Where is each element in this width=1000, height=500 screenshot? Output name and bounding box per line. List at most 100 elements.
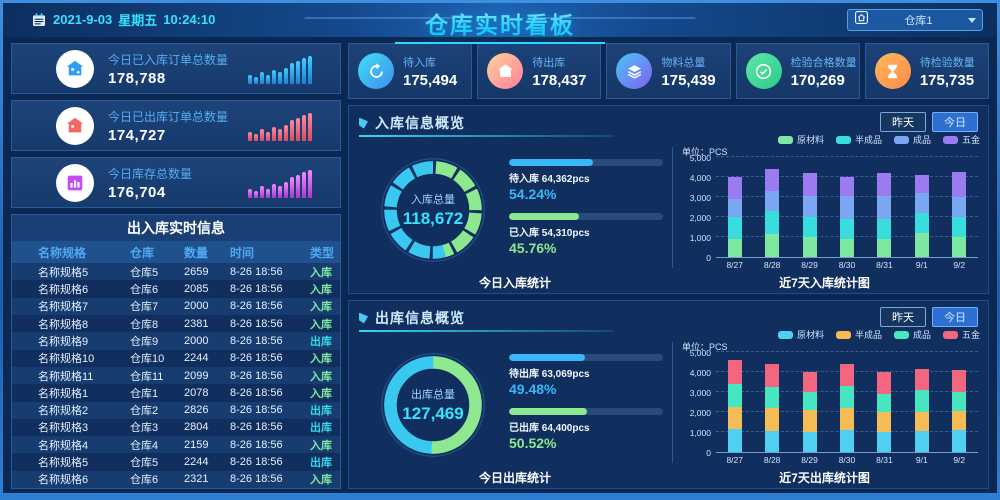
kpi-value: 175,735 [919,71,975,89]
progress-label: 已入库 54,310pcs [509,228,590,240]
progress-bar: 待出库 63,069pcs 49.48% [509,353,663,397]
x-tick-label: 8/30 [838,455,856,465]
stacked-bar [727,177,742,257]
table-row: 名称规格6 仓库6 2321 8-26 18:56 入库 [12,470,340,488]
cell-warehouse: 仓库11 [130,370,164,383]
legend-item: 原材料 [777,328,824,341]
table-row: 名称规格6 仓库6 2085 8-26 18:56 入库 [12,280,340,298]
table-title: 出入库实时信息 [12,215,340,241]
cell-time: 8-26 18:56 [230,456,283,469]
cell-type: 入库 [310,301,332,314]
x-axis-labels: 8/27 8/28 8/29 8/30 8/31 9/1 9/2 [716,258,978,272]
cell-qty: 2381 [184,317,209,330]
panel-header: 入库信息概览 昨天 今日 [359,111,978,137]
table-row: 名称规格7 仓库7 2000 8-26 18:56 入库 [12,297,340,315]
refresh-icon [358,53,394,89]
stat-card: 今日已入库订单总数量 178,788 [11,43,341,94]
x-tick-label: 8/27 [726,260,743,270]
panel-body: 入库总量 118,672 待入库 64,362pcs 54.24% 已入库 54,3… [359,145,978,274]
column-header: 仓库 [130,245,155,260]
cell-type: 入库 [310,266,332,279]
cell-name: 名称规格7 [38,301,89,314]
cell-warehouse: 仓库4 [130,439,159,452]
table-row: 名称规格10 仓库10 2244 8-26 18:56 入库 [12,349,340,367]
x-tick-label: 8/28 [763,260,781,270]
cell-type: 入库 [310,387,332,400]
cell-name: 名称规格1 [38,387,89,400]
hourglass-icon [874,53,911,89]
plot-area [716,351,978,453]
stacked-bar [727,360,742,452]
today-button[interactable]: 今日 [932,307,978,327]
cell-warehouse: 仓库6 [130,474,159,487]
chevron-down-icon [968,17,976,23]
cell-warehouse: 仓库5 [130,266,159,279]
cell-time: 8-26 18:56 [230,282,283,295]
stat-card: 今日已出库订单总数量 174,727 [11,100,341,151]
y-axis-labels: 0 1,000 2,000 3,000 4,000 5,000 [689,153,711,263]
stat-cards: 今日已入库订单总数量 178,788 今日已出库订单总数量 174,727 今日库存总数… [11,43,341,214]
stacked-bar [765,363,780,452]
panel-title-underline [359,135,614,137]
calendar-icon [31,12,47,28]
stacked-bar [840,177,854,257]
table-row: 名称规格9 仓库9 2000 8-26 18:56 出库 [12,332,340,350]
time-text: 10:24:10 [163,12,216,27]
x-tick-label: 9/2 [953,260,966,270]
warehouse-select-value: 仓库1 [904,15,933,27]
x-tick-label: 8/29 [801,260,818,270]
warehouse-in-icon [66,60,84,75]
x-axis-labels: 8/27 8/28 8/29 8/30 8/31 9/1 9/2 [716,453,978,467]
page-title: 仓库实时看板 [395,4,605,44]
cell-qty: 2085 [184,282,209,295]
left-column: 今日已入库订单总数量 178,788 今日已出库订单总数量 174,727 今日库存总数… [11,43,341,489]
stacked-bar [840,363,854,452]
stat-card-value: 178,788 [108,69,166,87]
donut-caption: 今日出库统计 [478,470,551,485]
panel-title-icon [359,117,368,129]
kpi-value: 170,269 [790,71,845,89]
yesterday-button[interactable]: 昨天 [880,112,926,132]
stacked-bar-chart: 单位：PCS 0 1,000 2,000 3,000 4,000 5,000 8/27 8/… [682,340,978,469]
cell-qty: 2659 [184,265,209,278]
inventory-chart-icon [67,175,83,190]
today-button[interactable]: 今日 [932,112,978,132]
kpi-label: 物料总量 [661,56,706,69]
inventory-chart-icon [56,163,94,202]
kpi-label: 待入库 [403,56,436,69]
cell-type: 出库 [310,422,332,435]
weekday-text: 星期五 [118,13,158,28]
chart-legend: 原材料 半成品 成品 五金 [777,133,980,146]
table-row: 名称规格2 仓库2 2826 8-26 18:56 出库 [12,401,340,419]
legend-item: 成品 [893,133,931,146]
kpi-label: 检验合格数量 [790,56,857,69]
column-header: 数量 [184,245,209,260]
cell-qty: 2826 [184,404,209,417]
cell-qty: 2000 [184,300,209,313]
column-header: 类型 [310,245,335,260]
stat-card-label: 今日库存总数量 [108,166,193,181]
layers-icon [627,64,642,79]
column-header: 时间 [230,245,255,260]
cell-time: 8-26 18:56 [230,300,283,313]
outbound-panel: 出库信息概览 昨天 今日 原材料 半成品 成品 五金 出库总量 127,469 [348,300,989,489]
cell-qty: 2159 [184,438,209,451]
yesterday-button[interactable]: 昨天 [880,307,926,327]
hourglass-icon [888,64,898,78]
progress-bar: 已入库 54,310pcs 45.76% [509,213,663,256]
stat-card-value: 176,704 [108,183,166,201]
warehouse-select[interactable]: 仓库1 [847,9,983,31]
datetime: 2021-9-03 星期五 10:24:10 [31,10,215,29]
cell-type: 入库 [310,318,332,331]
panel-title: 入库信息概览 [375,115,465,131]
table-rows: 名称规格5 仓库5 2659 8-26 18:56 入库 名称规格6 仓库6 2085 8-26… [12,263,340,488]
table-row: 名称规格5 仓库5 2244 8-26 18:56 出库 [12,453,340,471]
cell-qty: 2078 [184,386,209,399]
donut-label: 入库总量 [410,193,455,206]
mini-bar-chart [248,168,326,198]
progress-bar: 待入库 64,362pcs 54.24% [509,158,663,202]
panel-footer: 今日出库统计 近7天出库统计图 [359,469,978,485]
table-row: 名称规格8 仓库8 2381 8-26 18:56 入库 [12,314,340,333]
cell-name: 名称规格9 [38,335,89,348]
